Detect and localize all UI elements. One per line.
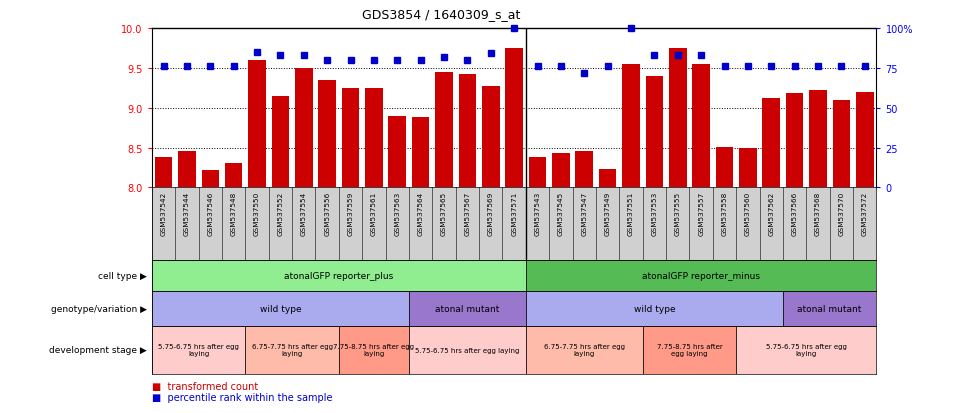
Bar	[435, 73, 453, 188]
Bar	[482, 87, 500, 188]
Bar	[646, 76, 663, 188]
Bar	[529, 158, 546, 188]
Bar	[318, 81, 336, 188]
Bar	[342, 88, 359, 188]
Text: GSM537544: GSM537544	[184, 192, 190, 236]
Bar	[526, 291, 783, 326]
Text: GSM537562: GSM537562	[768, 192, 775, 236]
Bar	[669, 49, 686, 188]
Bar	[245, 326, 339, 374]
Text: GSM537551: GSM537551	[628, 192, 634, 236]
Bar	[783, 291, 876, 326]
Text: atonal mutant: atonal mutant	[798, 304, 862, 313]
Bar	[458, 75, 476, 188]
Bar	[832, 100, 850, 188]
Text: GSM537542: GSM537542	[160, 192, 166, 236]
Text: GSM537557: GSM537557	[698, 192, 704, 236]
Text: GSM537560: GSM537560	[745, 192, 751, 236]
Text: GSM537552: GSM537552	[278, 192, 283, 236]
Text: development stage ▶: development stage ▶	[49, 346, 147, 354]
Bar	[388, 116, 407, 188]
Text: atonalGFP reporter_plus: atonalGFP reporter_plus	[284, 271, 393, 280]
Text: GSM537546: GSM537546	[208, 192, 213, 236]
Text: wild type: wild type	[259, 304, 301, 313]
Text: 5.75-6.75 hrs after egg
laying: 5.75-6.75 hrs after egg laying	[159, 344, 239, 356]
Text: wild type: wild type	[633, 304, 676, 313]
Bar	[155, 158, 172, 188]
Text: GSM537564: GSM537564	[418, 192, 424, 236]
Text: GSM537568: GSM537568	[815, 192, 821, 236]
Text: 7.75-8.75 hrs after
egg laying: 7.75-8.75 hrs after egg laying	[656, 344, 723, 356]
Text: GSM537549: GSM537549	[604, 192, 610, 236]
Bar	[152, 326, 245, 374]
Bar	[202, 171, 219, 188]
Text: ■  percentile rank within the sample: ■ percentile rank within the sample	[152, 392, 333, 403]
Text: GSM537558: GSM537558	[722, 192, 727, 236]
Bar	[225, 163, 242, 188]
Text: GSM537567: GSM537567	[464, 192, 470, 236]
Bar	[412, 118, 430, 188]
Bar	[622, 65, 640, 188]
Text: GSM537570: GSM537570	[838, 192, 845, 236]
Text: 5.75-6.75 hrs after egg laying: 5.75-6.75 hrs after egg laying	[415, 347, 520, 353]
Text: 6.75-7.75 hrs after egg
laying: 6.75-7.75 hrs after egg laying	[252, 344, 333, 356]
Bar	[178, 151, 196, 188]
Bar	[553, 154, 570, 188]
Bar	[152, 260, 526, 291]
Text: GDS3854 / 1640309_s_at: GDS3854 / 1640309_s_at	[362, 8, 521, 21]
Bar	[739, 148, 756, 188]
Text: GSM537554: GSM537554	[301, 192, 307, 236]
Text: GSM537555: GSM537555	[675, 192, 680, 236]
Text: GSM537548: GSM537548	[231, 192, 236, 236]
Text: GSM537545: GSM537545	[558, 192, 564, 236]
Bar	[505, 49, 523, 188]
Text: atonalGFP reporter_minus: atonalGFP reporter_minus	[642, 271, 760, 280]
Text: genotype/variation ▶: genotype/variation ▶	[51, 304, 147, 313]
Bar	[365, 88, 382, 188]
Text: GSM537547: GSM537547	[581, 192, 587, 236]
Text: 5.75-6.75 hrs after egg
laying: 5.75-6.75 hrs after egg laying	[766, 344, 847, 356]
Bar	[856, 93, 874, 188]
Bar	[692, 65, 710, 188]
Text: cell type ▶: cell type ▶	[98, 271, 147, 280]
Bar	[599, 170, 616, 188]
Bar	[248, 61, 266, 188]
Text: GSM537566: GSM537566	[792, 192, 798, 236]
Bar	[526, 326, 643, 374]
Text: GSM537559: GSM537559	[348, 192, 354, 236]
Text: GSM537563: GSM537563	[394, 192, 401, 236]
Bar	[576, 151, 593, 188]
Text: GSM537550: GSM537550	[254, 192, 260, 236]
Bar	[339, 326, 409, 374]
Bar	[152, 291, 409, 326]
Text: GSM537565: GSM537565	[441, 192, 447, 236]
Text: GSM537556: GSM537556	[324, 192, 331, 236]
Bar	[762, 99, 780, 188]
Bar	[526, 260, 876, 291]
Text: 6.75-7.75 hrs after egg
laying: 6.75-7.75 hrs after egg laying	[544, 344, 625, 356]
Text: ■  transformed count: ■ transformed count	[152, 381, 259, 391]
Bar	[409, 291, 526, 326]
Bar	[409, 326, 526, 374]
Text: GSM537543: GSM537543	[534, 192, 540, 236]
Text: GSM537571: GSM537571	[511, 192, 517, 236]
Text: GSM537553: GSM537553	[652, 192, 657, 236]
Bar	[272, 97, 289, 188]
Text: atonal mutant: atonal mutant	[435, 304, 500, 313]
Bar	[736, 326, 876, 374]
Bar	[295, 69, 312, 188]
Text: 7.75-8.75 hrs after egg
laying: 7.75-8.75 hrs after egg laying	[333, 344, 414, 356]
Bar	[809, 91, 826, 188]
Bar	[643, 326, 736, 374]
Text: GSM537572: GSM537572	[862, 192, 868, 236]
Text: GSM537569: GSM537569	[488, 192, 494, 236]
Text: GSM537561: GSM537561	[371, 192, 377, 236]
Bar	[716, 147, 733, 188]
Bar	[786, 94, 803, 188]
